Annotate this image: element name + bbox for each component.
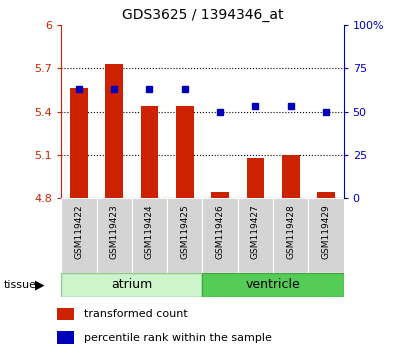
Bar [141,106,158,198]
Bar [202,273,344,297]
Text: GSM119426: GSM119426 [216,204,225,259]
Text: transformed count: transformed count [85,309,188,319]
Text: GSM119429: GSM119429 [322,204,331,259]
Bar [176,106,194,198]
Bar [282,155,299,198]
Bar [132,198,167,273]
Text: GSM119428: GSM119428 [286,204,295,259]
Text: GSM119425: GSM119425 [180,204,189,259]
Bar [61,273,202,297]
Text: percentile rank within the sample: percentile rank within the sample [85,332,272,343]
Text: GSM119424: GSM119424 [145,204,154,259]
Text: ventricle: ventricle [246,279,301,291]
Bar [273,198,308,273]
Text: GSM119422: GSM119422 [74,204,83,259]
Text: atrium: atrium [111,279,152,291]
Bar [308,198,344,273]
Bar [238,198,273,273]
Bar [246,158,264,198]
Text: GSM119427: GSM119427 [251,204,260,259]
Bar [105,64,123,198]
Bar [167,198,202,273]
Bar [96,198,132,273]
Title: GDS3625 / 1394346_at: GDS3625 / 1394346_at [122,8,283,22]
Bar [202,198,238,273]
Bar [70,88,88,198]
Text: ▶: ▶ [35,279,44,291]
Text: tissue: tissue [4,280,37,290]
Bar [58,331,74,344]
Bar [61,198,96,273]
Bar [211,193,229,198]
Bar [58,308,74,320]
Text: GSM119423: GSM119423 [110,204,118,259]
Bar [317,193,335,198]
